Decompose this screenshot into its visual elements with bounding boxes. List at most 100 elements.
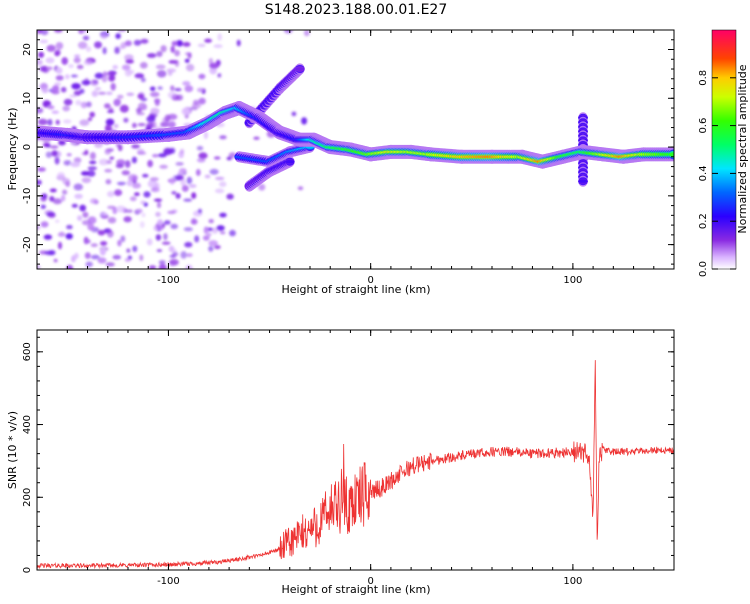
noise-blob xyxy=(119,104,129,113)
noise-blob xyxy=(81,177,92,184)
snr-axes: -100 0 100 0 200 400 600 xyxy=(22,330,675,587)
noise-blob xyxy=(107,191,115,198)
noise-blob xyxy=(211,227,219,234)
noise-blob xyxy=(54,82,61,87)
noise-blob xyxy=(45,57,55,64)
noise-blob xyxy=(57,241,63,250)
noise-blob xyxy=(148,265,157,269)
noise-blob xyxy=(61,57,68,65)
noise-blob xyxy=(132,245,138,252)
noise-blob xyxy=(109,74,116,82)
noise-blob xyxy=(125,209,133,213)
noise-blob xyxy=(99,248,106,256)
noise-blob xyxy=(171,41,178,46)
noise-blob xyxy=(54,51,60,57)
noise-blob xyxy=(236,39,241,47)
noise-blob xyxy=(217,33,222,41)
y-tick-label: 400 xyxy=(22,415,33,434)
noise-blob xyxy=(116,99,121,103)
noise-blob xyxy=(73,183,84,191)
noise-blob xyxy=(87,166,98,171)
noise-blob xyxy=(53,30,63,33)
noise-blob xyxy=(149,177,159,182)
noise-blob xyxy=(94,86,102,91)
noise-blob xyxy=(154,182,160,191)
noise-blob xyxy=(89,111,95,118)
noise-blob xyxy=(115,33,121,39)
noise-blob xyxy=(46,44,56,52)
noise-blob xyxy=(129,196,137,202)
noise-blob xyxy=(98,158,109,166)
noise-blob xyxy=(115,163,124,169)
noise-blob xyxy=(100,211,108,217)
noise-blob xyxy=(128,174,139,182)
noise-blob xyxy=(258,183,266,191)
noise-blob xyxy=(168,60,178,64)
noise-blob xyxy=(133,39,142,46)
noise-blob xyxy=(219,135,227,140)
noise-blob xyxy=(43,234,53,240)
noise-blob xyxy=(54,219,60,223)
noise-blob xyxy=(39,39,49,44)
noise-blob xyxy=(73,90,82,96)
noise-blob xyxy=(146,115,156,123)
noise-blob xyxy=(213,44,223,49)
noise-blob xyxy=(87,170,96,177)
noise-blob xyxy=(137,151,147,155)
y-tick-label: -10 xyxy=(22,188,33,204)
noise-blob xyxy=(109,156,115,160)
noise-blob xyxy=(155,234,162,241)
snr-xlabel: Height of straight line (km) xyxy=(281,583,430,596)
noise-blob xyxy=(74,193,83,199)
noise-blob xyxy=(97,229,106,236)
noise-blob xyxy=(153,224,164,232)
noise-blob xyxy=(69,94,77,98)
noise-blob xyxy=(62,105,70,112)
noise-blob xyxy=(184,58,190,63)
noise-blob xyxy=(136,208,143,214)
spectrogram-frame xyxy=(36,29,675,270)
noise-blob xyxy=(196,146,204,151)
noise-blob xyxy=(108,107,114,113)
noise-blob xyxy=(37,225,40,230)
noise-blob xyxy=(82,35,90,41)
noise-blob xyxy=(73,57,81,64)
noise-blob xyxy=(107,205,116,210)
spectrogram-ridge xyxy=(37,101,674,169)
noise-blob xyxy=(55,119,60,125)
noise-blob xyxy=(83,59,94,66)
noise-blob xyxy=(216,225,225,231)
noise-blob xyxy=(204,174,211,179)
noise-blob xyxy=(188,184,197,188)
snr-panel: -100 0 100 0 200 400 600 Height of straight li… xyxy=(6,329,675,596)
noise-blob xyxy=(160,45,167,53)
noise-blob xyxy=(219,212,227,218)
noise-blob xyxy=(155,64,166,70)
x-tick-label: 0 xyxy=(367,275,373,286)
noise-blob xyxy=(214,245,221,250)
noise-blob xyxy=(85,101,92,108)
noise-blob xyxy=(82,211,89,218)
noise-blob xyxy=(156,249,163,253)
noise-blob xyxy=(219,231,226,235)
noise-blob xyxy=(196,158,206,163)
noise-blob xyxy=(116,181,127,185)
noise-blob xyxy=(74,54,81,58)
noise-blob xyxy=(37,107,44,114)
noise-blob xyxy=(120,42,127,49)
noise-blob xyxy=(217,73,222,78)
noise-blob xyxy=(183,198,193,202)
noise-blob xyxy=(104,148,112,155)
noise-blob xyxy=(38,51,45,58)
noise-blob xyxy=(136,107,142,113)
noise-blob xyxy=(53,258,58,263)
noise-blob xyxy=(98,91,107,95)
noise-blob xyxy=(113,123,119,129)
noise-blob xyxy=(54,156,60,165)
noise-blob xyxy=(123,117,129,123)
noise-blob xyxy=(149,91,160,98)
noise-blob xyxy=(170,223,178,230)
noise-blob xyxy=(52,85,60,92)
noise-blob xyxy=(209,168,219,175)
noise-blob xyxy=(79,204,87,212)
